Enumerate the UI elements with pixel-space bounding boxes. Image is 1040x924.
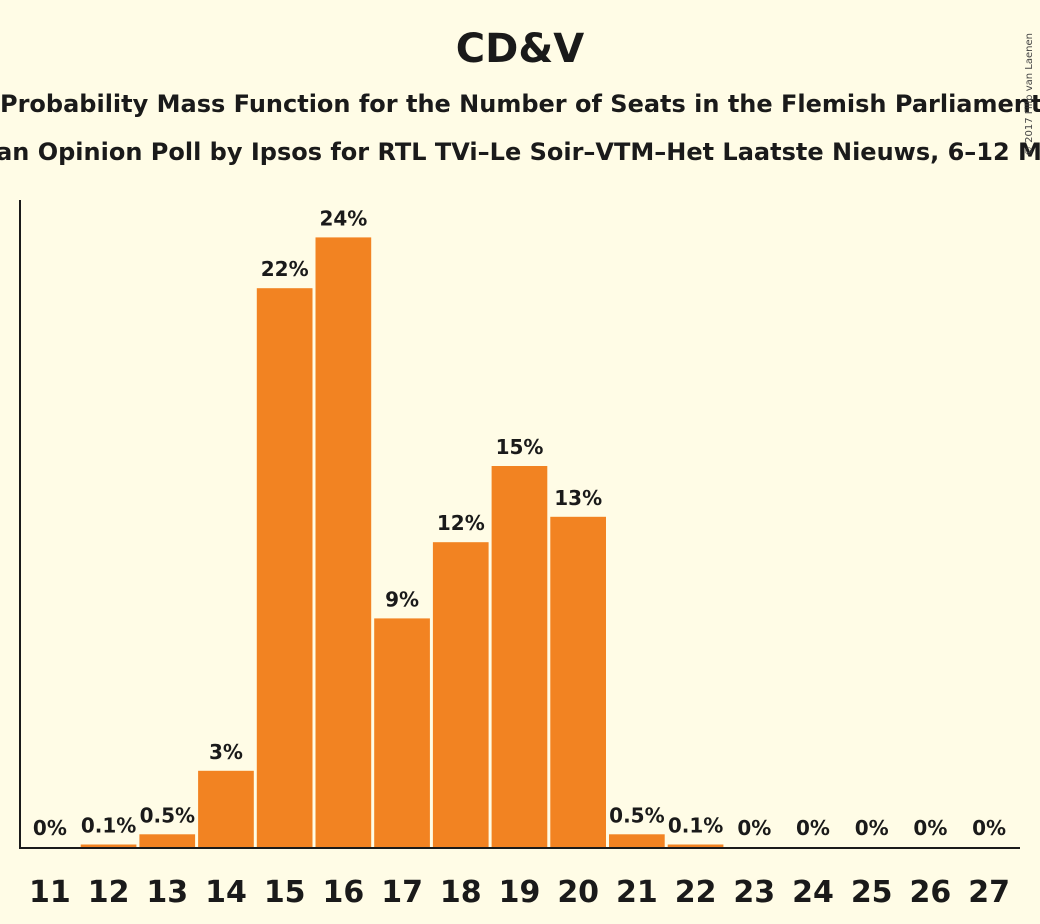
data-label-seats-25: 0% — [855, 816, 889, 840]
bar-seats-21 — [609, 834, 665, 847]
data-label-seats-26: 0% — [913, 816, 947, 840]
x-tick-16: 16 — [323, 875, 365, 910]
data-label-seats-17: 9% — [385, 587, 419, 611]
x-tick-labels-group: 11 12 13 14 15 16 17 18 19 20 21 22 23 24 25 26 27 — [29, 875, 1010, 910]
x-tick-20: 20 — [557, 875, 599, 910]
bar-seats-15 — [256, 288, 313, 847]
data-label-seats-22: 0.1% — [668, 814, 723, 838]
bars-group — [80, 237, 724, 847]
bar-seats-12 — [80, 844, 137, 847]
data-label-seats-16: 24% — [319, 206, 367, 230]
bar-seats-18 — [432, 542, 489, 847]
data-label-seats-20: 13% — [554, 486, 602, 510]
x-tick-24: 24 — [792, 875, 834, 910]
x-tick-15: 15 — [264, 875, 306, 910]
chart-title: CD&V — [455, 26, 585, 72]
x-tick-25: 25 — [851, 875, 893, 910]
bar-seats-20 — [550, 516, 606, 847]
data-label-seats-27: 0% — [972, 816, 1006, 840]
data-label-seats-14: 3% — [209, 740, 243, 764]
x-tick-13: 13 — [146, 875, 188, 910]
data-label-seats-21: 0.5% — [609, 803, 664, 827]
bar-seats-22 — [667, 844, 724, 847]
data-label-seats-19: 15% — [496, 435, 544, 459]
data-label-seats-13: 0.5% — [140, 803, 195, 827]
bar-seats-13 — [139, 834, 196, 847]
x-tick-23: 23 — [733, 875, 775, 910]
bar-seats-14 — [198, 770, 254, 847]
chart-subtitle: Probability Mass Function for the Number… — [0, 90, 1040, 118]
data-label-seats-23: 0% — [737, 816, 771, 840]
chart-source: Based on an Opinion Poll by Ipsos for RT… — [0, 138, 1040, 166]
data-label-seats-12: 0.1% — [81, 814, 136, 838]
x-tick-22: 22 — [675, 875, 717, 910]
data-label-seats-24: 0% — [796, 816, 830, 840]
x-tick-19: 19 — [499, 875, 541, 910]
data-label-seats-18: 12% — [437, 511, 485, 535]
bar-seats-17 — [374, 618, 430, 847]
x-tick-17: 17 — [381, 875, 423, 910]
x-tick-21: 21 — [616, 875, 658, 910]
x-tick-26: 26 — [910, 875, 952, 910]
x-tick-11: 11 — [29, 875, 71, 910]
data-labels-group: 0% 0.1% 0.5%3%22%24%9%12%15%13%0.5% 0.1% 0% 0… — [33, 206, 1006, 840]
data-label-seats-15: 22% — [261, 257, 309, 281]
data-label-seats-11: 0% — [33, 816, 67, 840]
bar-seats-16 — [315, 237, 372, 847]
x-tick-18: 18 — [440, 875, 482, 910]
bar-seats-19 — [491, 466, 548, 847]
x-tick-14: 14 — [205, 875, 247, 910]
x-tick-27: 27 — [968, 875, 1010, 910]
x-tick-12: 12 — [88, 875, 130, 910]
